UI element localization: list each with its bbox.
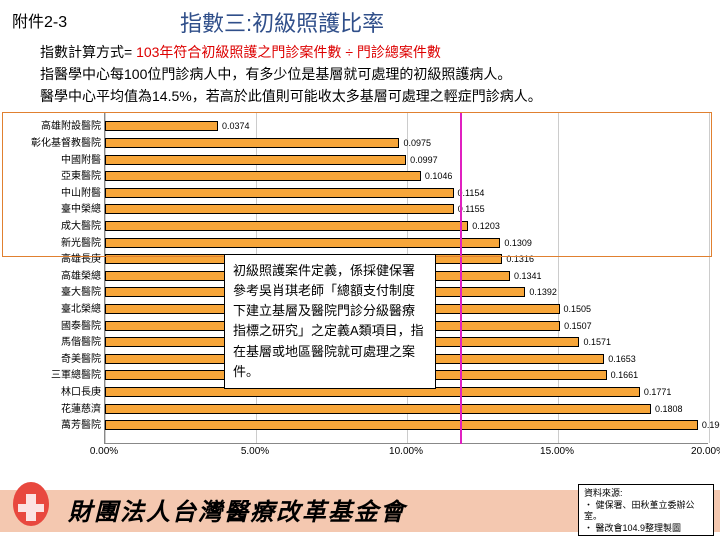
- bar-row: 臺中榮總0.1155: [105, 203, 708, 220]
- bar-value: 0.1808: [651, 403, 683, 416]
- bar: [105, 404, 651, 414]
- bar-row: 高雄附設醫院0.0374: [105, 120, 708, 137]
- bar-label: 臺大醫院: [61, 286, 105, 299]
- bar-label: 花蓮慈濟: [61, 403, 105, 416]
- bar-value: 0.1309: [500, 237, 532, 250]
- bar-row: 亞東醫院0.1046: [105, 170, 708, 187]
- bar-value: 0.1046: [421, 170, 453, 183]
- bar-label: 中山附醫: [61, 187, 105, 200]
- source-title: 資料來源:: [584, 488, 708, 500]
- bar-label: 馬偕醫院: [61, 336, 105, 349]
- bar-value: 0.0975: [399, 137, 431, 150]
- bar-label: 高雄榮總: [61, 270, 105, 283]
- bar-label: 中國附醫: [61, 154, 105, 167]
- source-line: ・ 醫改會104.9整理製圖: [584, 523, 708, 535]
- gridline: [709, 112, 710, 443]
- x-tick: 10.00%: [389, 446, 423, 457]
- bar-value: 0.0997: [406, 154, 438, 167]
- bar-label: 臺北榮總: [61, 303, 105, 316]
- bar-label: 成大醫院: [61, 220, 105, 233]
- bar-label: 林口長庚: [61, 386, 105, 399]
- x-axis: 0.00%5.00%10.00%15.00%20.00%: [104, 444, 708, 464]
- formula-line: 指數計算方式= 103年符合初級照護之門診案件數 ÷ 門診總案件數: [40, 42, 441, 62]
- x-tick: 5.00%: [241, 446, 269, 457]
- bar-row: 萬芳醫院0.1963: [105, 419, 708, 436]
- bar-label: 彰化基督教醫院: [31, 137, 105, 150]
- bar-row: 花蓮慈濟0.1808: [105, 403, 708, 420]
- bar: [105, 420, 698, 430]
- bar: [105, 238, 500, 248]
- definition-textbox: 初級照護案件定義，係採健保署參考吳肖琪老師「總額支付制度下建立基層及醫院門診分級…: [224, 254, 436, 389]
- bar-value: 0.1341: [510, 270, 542, 283]
- bar-label: 新光醫院: [61, 237, 105, 250]
- x-tick: 0.00%: [90, 446, 118, 457]
- bar: [105, 138, 399, 148]
- bar-value: 0.1505: [560, 303, 592, 316]
- bar-value: 0.1661: [607, 369, 639, 382]
- bar-value: 0.1155: [454, 203, 485, 216]
- bar: [105, 121, 218, 131]
- bar: [105, 171, 421, 181]
- bar-value: 0.1507: [560, 320, 592, 333]
- page-title: 指數三:初級照護比率: [180, 6, 384, 38]
- bar-label: 奇美醫院: [61, 353, 105, 366]
- bar-value: 0.1203: [468, 220, 500, 233]
- average-line: [460, 112, 462, 444]
- bar-label: 臺中榮總: [61, 203, 105, 216]
- bar: [105, 221, 468, 231]
- bar-label: 三軍總醫院: [51, 369, 105, 382]
- org-logo: [6, 479, 56, 529]
- bar: [105, 188, 454, 198]
- bar-value: 0.0374: [218, 120, 250, 133]
- description-2: 醫學中心平均值為14.5%，若高於此值則可能收太多基層可處理之輕症門診病人。: [40, 86, 542, 106]
- bar: [105, 204, 454, 214]
- bar: [105, 155, 406, 165]
- bar-value: 0.1963: [698, 419, 720, 432]
- bar-value: 0.1771: [640, 386, 672, 399]
- footer: 財團法人台灣醫療改革基金會 資料來源: ・ 健保署、田秋堇立委辦公室。 ・ 醫改…: [0, 482, 720, 540]
- formula-prefix: 指數計算方式=: [40, 44, 136, 60]
- bar-row: 中國附醫0.0997: [105, 154, 708, 171]
- x-tick: 15.00%: [540, 446, 574, 457]
- bar-row: 成大醫院0.1203: [105, 220, 708, 237]
- bar-value: 0.1653: [604, 353, 636, 366]
- header-reference: 附件2-3: [12, 8, 67, 32]
- bar-value: 0.1154: [454, 187, 485, 200]
- footer-script: 財團法人台灣醫療改革基金會: [68, 492, 406, 527]
- bar-value: 0.1316: [502, 253, 534, 266]
- bar-row: 中山附醫0.1154: [105, 187, 708, 204]
- bar-label: 亞東醫院: [61, 170, 105, 183]
- source-line: ・ 健保署、田秋堇立委辦公室。: [584, 500, 708, 523]
- bar-label: 國泰醫院: [61, 320, 105, 333]
- x-tick: 20.00%: [691, 446, 720, 457]
- bar-label: 高雄附設醫院: [41, 120, 105, 133]
- bar-value: 0.1392: [525, 286, 557, 299]
- formula-red: 103年符合初級照護之門診案件數 ÷ 門診總案件數: [136, 44, 441, 60]
- bar-label: 萬芳醫院: [61, 419, 105, 432]
- bar-label: 高雄長庚: [61, 253, 105, 266]
- bar-value: 0.1571: [579, 336, 611, 349]
- bar-row: 新光醫院0.1309: [105, 237, 708, 254]
- description-1: 指醫學中心每100位門診病人中，有多少位是基層就可處理的初級照護病人。: [40, 64, 511, 84]
- source-box: 資料來源: ・ 健保署、田秋堇立委辦公室。 ・ 醫改會104.9整理製圖: [578, 484, 714, 536]
- bar-row: 彰化基督教醫院0.0975: [105, 137, 708, 154]
